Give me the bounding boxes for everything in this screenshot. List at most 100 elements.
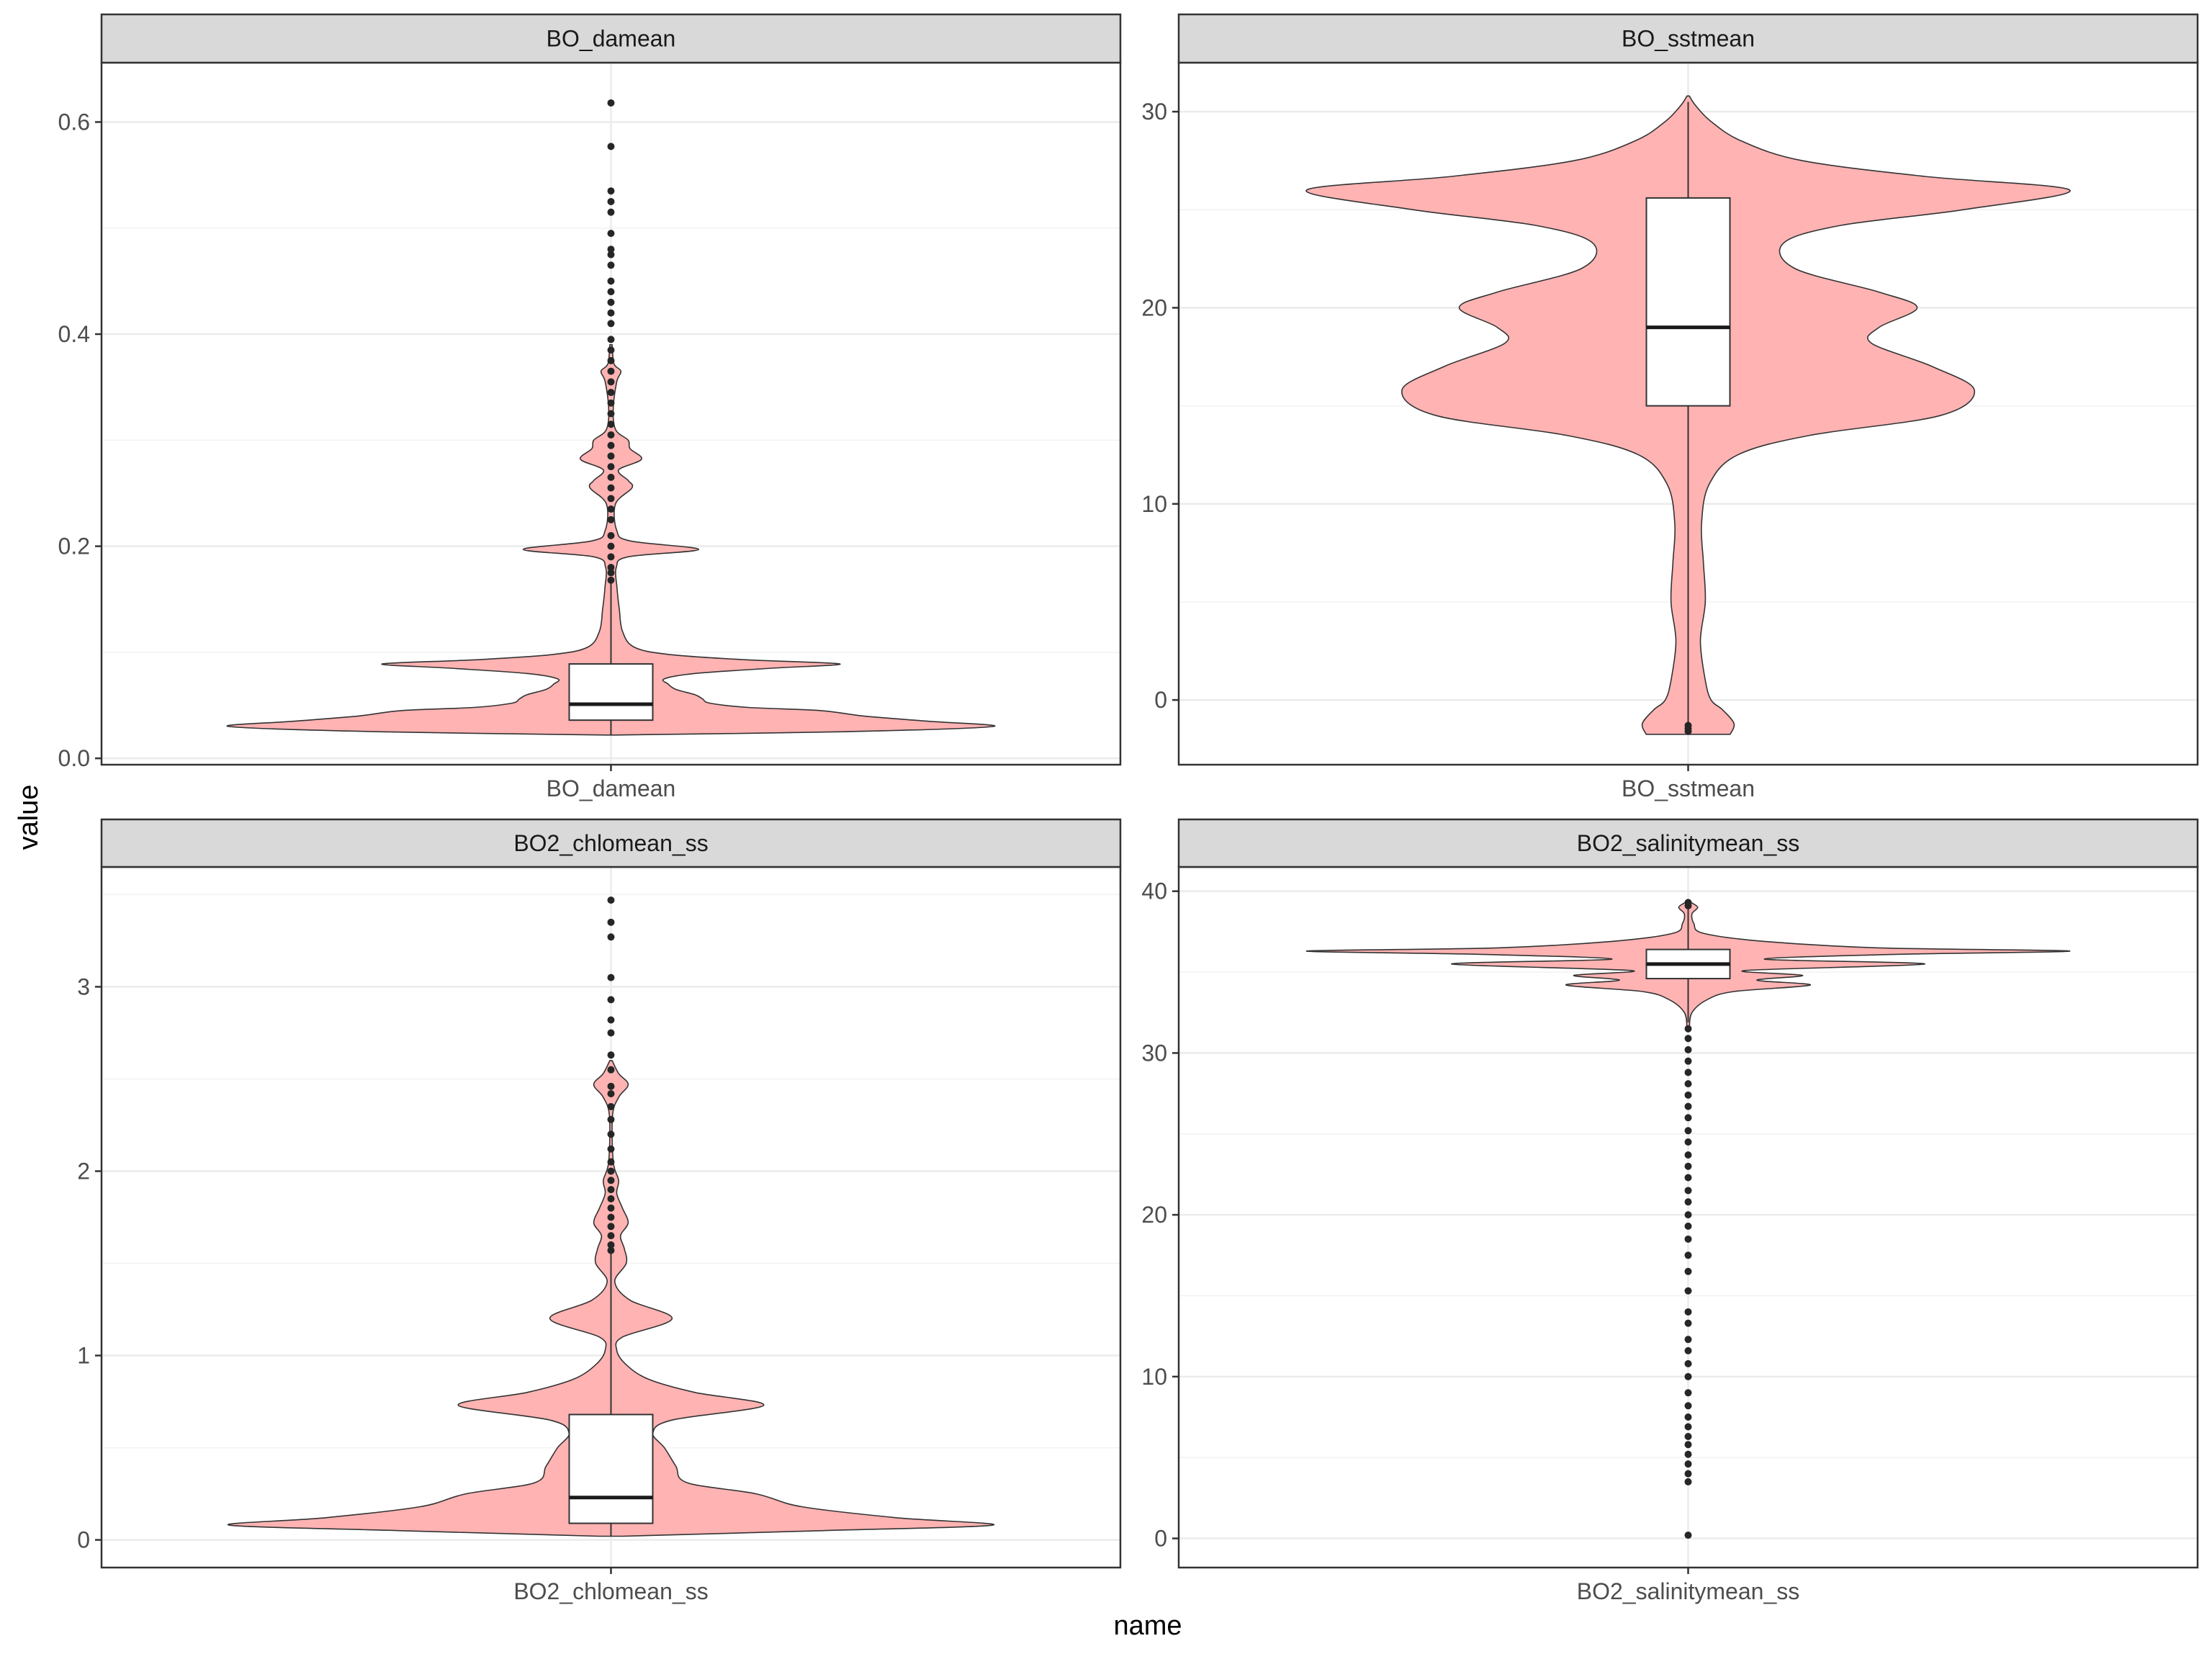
outlier-point (607, 389, 615, 397)
outlier-point (607, 1051, 615, 1059)
y-tick-label: 0 (1154, 687, 1167, 713)
outlier-point (607, 1232, 615, 1240)
x-tick-label: BO2_salinitymean_ss (1577, 1578, 1799, 1604)
outlier-point (1684, 1114, 1692, 1122)
outlier-point (607, 531, 615, 539)
outlier-point (607, 918, 615, 926)
outlier-point (607, 378, 615, 386)
outlier-point (607, 505, 615, 513)
outlier-point (607, 1016, 615, 1024)
y-tick-label: 0.6 (58, 109, 90, 135)
y-tick-label: 40 (1141, 878, 1167, 904)
facet-strip (100, 818, 1122, 868)
outlier-point (607, 410, 615, 418)
outlier-point (1684, 1187, 1692, 1195)
outlier-point (607, 1241, 615, 1249)
iqr-box (1645, 197, 1731, 407)
outlier-point (607, 277, 615, 285)
outlier-point (607, 1195, 615, 1202)
outlier-point (1684, 902, 1692, 909)
outlier-point (607, 421, 615, 428)
outlier-point (1684, 1432, 1692, 1440)
panel-BO2_salinitymean_ss: BO2_salinitymean_ss 0 10 20 30 40 BO2_salinity… (1141, 818, 2199, 1604)
violin-shape (226, 344, 996, 736)
y-tick-label: 20 (1141, 1202, 1167, 1228)
outlier-point (1684, 1211, 1692, 1219)
outlier-point (607, 1167, 615, 1175)
y-tick-label: 3 (77, 974, 90, 999)
outlier-point (1684, 1470, 1692, 1478)
outlier-point (607, 896, 615, 904)
y-tick-label: 10 (1141, 1364, 1167, 1390)
outlier-point (1684, 1478, 1692, 1485)
outlier-point (607, 441, 615, 449)
y-tick-label: 10 (1141, 491, 1167, 517)
outlier-point (607, 1066, 615, 1074)
outlier-point (1684, 1174, 1692, 1182)
outlier-point (607, 1177, 615, 1184)
y-tick-label: 1 (77, 1343, 90, 1369)
outlier-point (607, 473, 615, 481)
outlier-point (1684, 721, 1692, 729)
outlier-point (607, 542, 615, 550)
outlier-point (607, 197, 615, 205)
y-tick-label: 0.4 (58, 321, 90, 347)
outlier-point (1684, 1198, 1692, 1206)
outlier-point (1684, 1287, 1692, 1295)
outlier-point (1684, 1057, 1692, 1065)
outlier-point (1684, 1046, 1692, 1053)
outlier-point (1684, 1127, 1692, 1135)
y-tick-label: 30 (1141, 99, 1167, 125)
panel-BO_damean: BO_damean 0.0 0.2 0.4 0.6 BO_damean (58, 13, 1122, 801)
outlier-point (607, 431, 615, 439)
panel-BO2_chlomean_ss: BO2_chlomean_ss 0 1 2 3 BO2_chlomean_ss (77, 818, 1122, 1604)
outlier-point (607, 336, 615, 343)
x-tick-label: BO2_chlomean_ss (513, 1578, 708, 1604)
outlier-point (1684, 1389, 1692, 1397)
facet-strip (1177, 13, 2199, 64)
outlier-point (607, 569, 615, 577)
outlier-point (1684, 1308, 1692, 1316)
outlier-point (1684, 1402, 1692, 1410)
outlier-point (607, 996, 615, 1004)
outlier-point (607, 367, 615, 375)
outlier-point (1684, 1138, 1692, 1146)
outlier-point (1684, 1450, 1692, 1458)
outlier-point (607, 1029, 615, 1037)
outlier-point (607, 1130, 615, 1138)
facet-panels: BO_damean 0.0 0.2 0.4 0.6 BO_damean BO_sstmean… (58, 13, 2199, 1604)
y-tick-label: 0.0 (58, 745, 90, 771)
outlier-point (1684, 1222, 1692, 1230)
x-tick-label: BO_sstmean (1622, 775, 1755, 801)
facet-strip-label: BO_damean (547, 26, 676, 52)
outlier-point (607, 1246, 615, 1254)
outlier-point (607, 399, 615, 407)
outlier-point (607, 230, 615, 238)
iqr-box (568, 1413, 654, 1524)
outlier-point (1684, 1091, 1692, 1099)
outlier-point (1684, 1267, 1692, 1275)
outlier-point (607, 356, 615, 364)
outlier-point (607, 143, 615, 150)
outlier-point (607, 1145, 615, 1153)
outlier-point (607, 1186, 615, 1194)
outlier-point (607, 553, 615, 561)
outlier-point (1684, 1235, 1692, 1243)
outlier-point (607, 1089, 615, 1097)
panel-BO_sstmean: BO_sstmean 0 10 20 30 BO_sstmean (1141, 13, 2199, 801)
outlier-point (607, 309, 615, 317)
outlier-point (607, 261, 615, 269)
outlier-point (1684, 1069, 1692, 1076)
outlier-point (1684, 1162, 1692, 1170)
outlier-point (607, 288, 615, 296)
outlier-point (607, 1082, 615, 1090)
x-tick-label: BO_damean (547, 775, 676, 801)
outlier-point (607, 576, 615, 584)
outlier-point (1684, 1336, 1692, 1344)
outlier-point (1684, 1532, 1692, 1539)
outlier-point (607, 346, 615, 354)
facet-strip-label: BO_sstmean (1622, 26, 1755, 52)
outlier-point (607, 1204, 615, 1212)
outlier-point (1684, 1035, 1692, 1043)
